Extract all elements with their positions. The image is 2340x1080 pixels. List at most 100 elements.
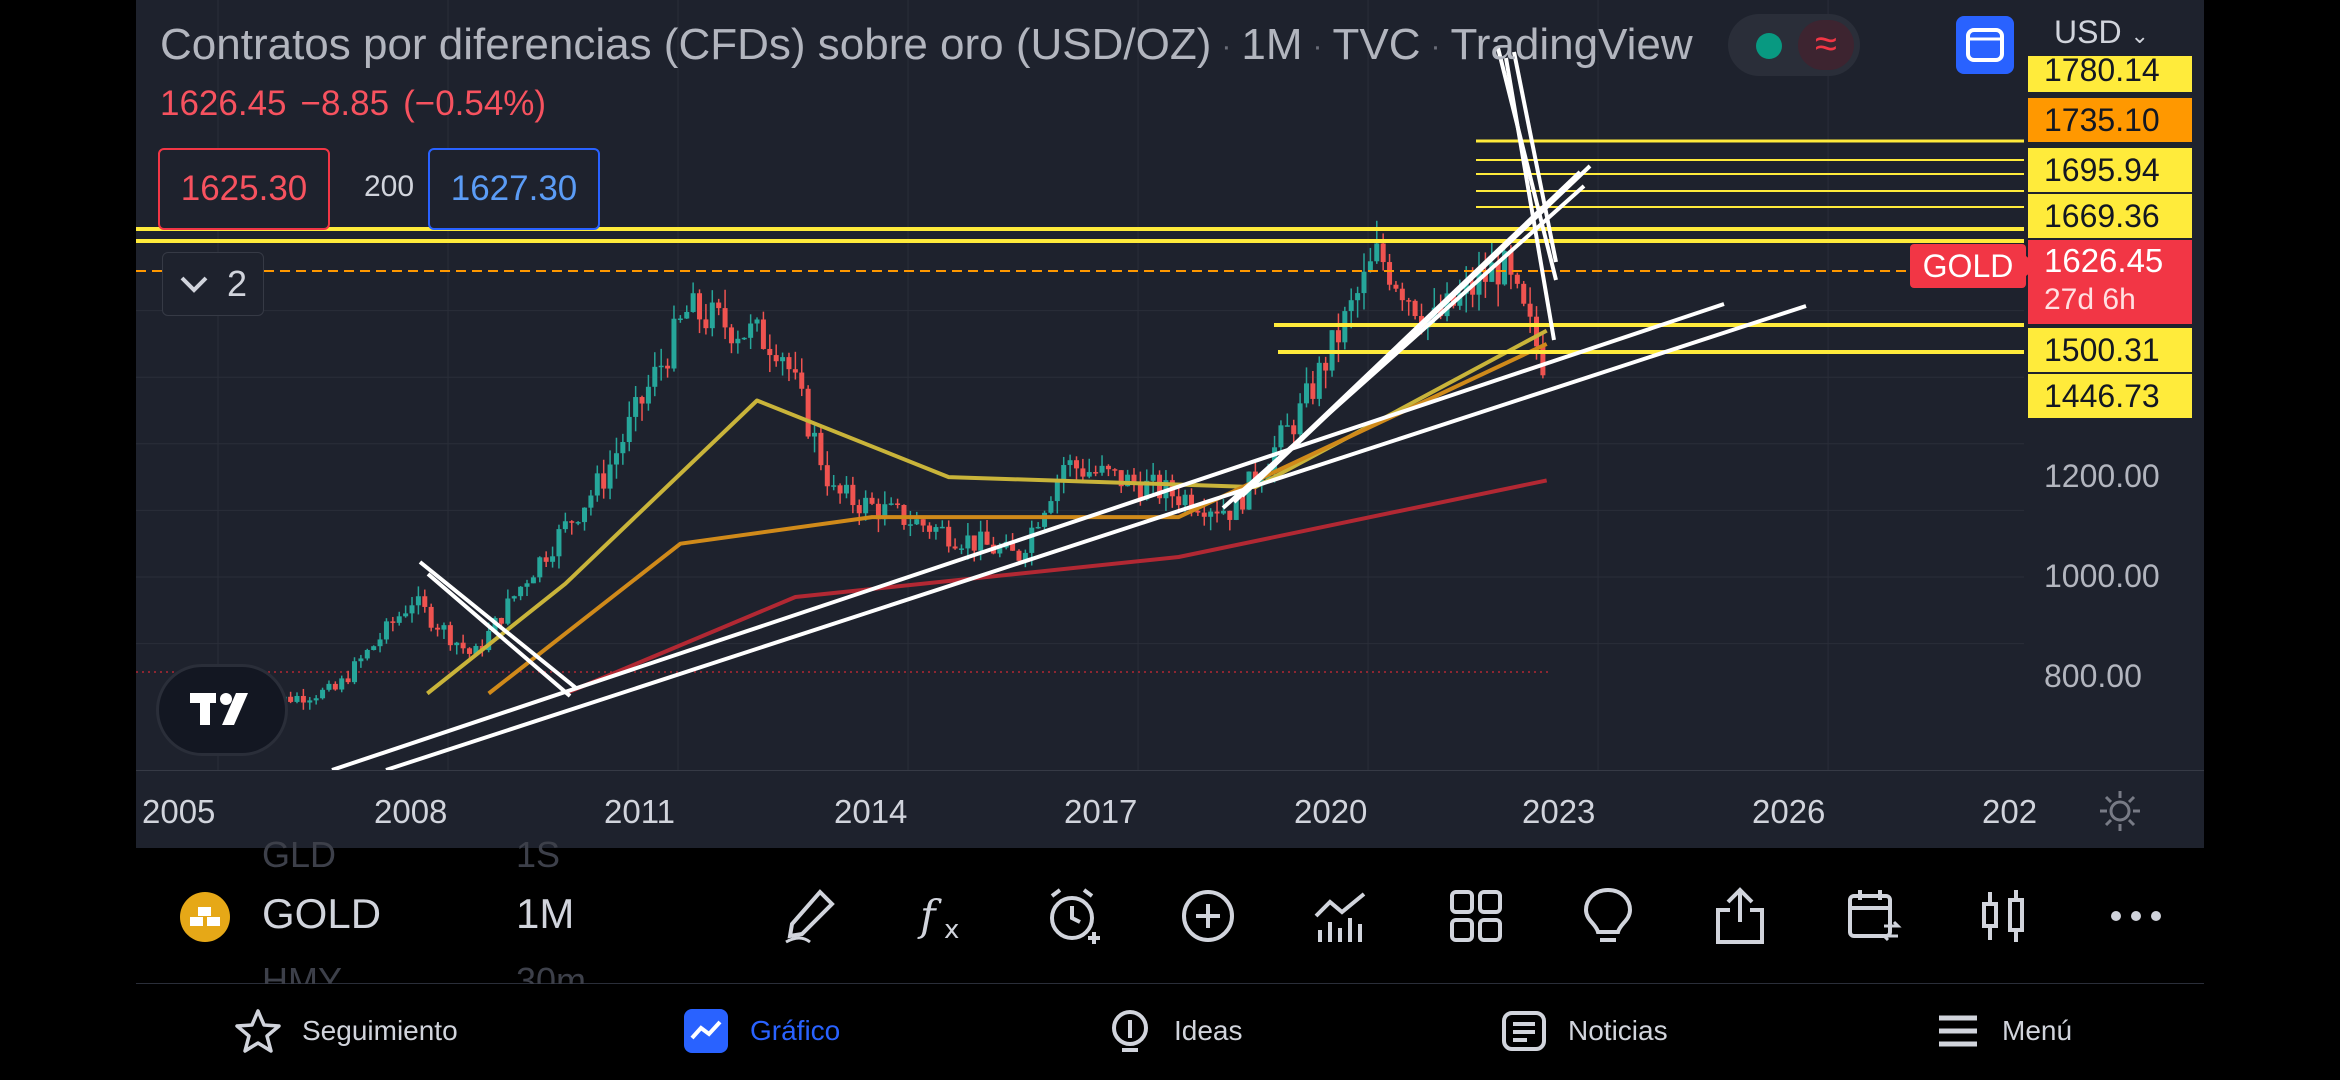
candle-body bbox=[965, 535, 971, 549]
candle-body bbox=[607, 464, 613, 489]
candle-body bbox=[805, 388, 811, 437]
candle-body bbox=[831, 485, 837, 487]
candle-body bbox=[703, 319, 709, 329]
prev-symbol[interactable]: GLD bbox=[262, 834, 337, 875]
nav-chart[interactable]: Gráfico bbox=[682, 1006, 840, 1056]
share-icon[interactable] bbox=[1708, 884, 1772, 948]
candle-body bbox=[550, 556, 556, 562]
nav-ideas[interactable]: Ideas bbox=[1106, 1006, 1243, 1056]
price-tick-label: 1000.00 bbox=[2044, 558, 2160, 594]
candle-body bbox=[594, 473, 600, 496]
candle-body bbox=[1150, 474, 1156, 481]
nav-menu[interactable]: Menú bbox=[1934, 1006, 2072, 1056]
candle-body bbox=[588, 495, 594, 508]
candle-body bbox=[1208, 511, 1214, 517]
buy-button[interactable]: 1627.30 bbox=[428, 148, 600, 230]
candle-body bbox=[486, 630, 492, 651]
moving-average-line bbox=[426, 328, 1548, 696]
candle-body bbox=[626, 416, 632, 443]
chart-area[interactable]: Contratos por diferencias (CFDs) sobre o… bbox=[136, 0, 2204, 848]
tradingview-logo[interactable] bbox=[156, 664, 288, 756]
candle-body bbox=[422, 596, 428, 607]
draw-icon[interactable] bbox=[778, 884, 842, 948]
candle-body bbox=[1355, 293, 1361, 301]
time-tick-label: 2008 bbox=[374, 793, 448, 830]
timeframe-selector[interactable]: 1M bbox=[516, 890, 575, 937]
chart-canvas[interactable] bbox=[136, 0, 2204, 848]
candle-body bbox=[390, 621, 396, 623]
candle-body bbox=[428, 606, 434, 628]
trendline bbox=[426, 572, 572, 698]
price-level-label: 1500.31 bbox=[2028, 328, 2192, 372]
candle-body bbox=[320, 689, 326, 699]
candle-body bbox=[1137, 483, 1143, 500]
candle-body bbox=[1093, 472, 1099, 474]
candle-body bbox=[1125, 474, 1131, 487]
candle-body bbox=[767, 348, 773, 356]
candle-body bbox=[601, 473, 607, 489]
alert-icon[interactable] bbox=[1042, 884, 1106, 948]
candle-icon[interactable] bbox=[1972, 884, 2036, 948]
fullscreen-button[interactable] bbox=[1956, 16, 2014, 74]
candle-body bbox=[1521, 283, 1527, 304]
candle-body bbox=[454, 642, 460, 646]
nav-ideas-label: Ideas bbox=[1174, 1015, 1243, 1046]
candle-body bbox=[952, 546, 958, 549]
add-icon[interactable] bbox=[1176, 884, 1240, 948]
candle-body bbox=[396, 616, 402, 623]
candle-body bbox=[760, 319, 766, 349]
ideas-bulb-icon[interactable] bbox=[1576, 884, 1640, 948]
chart-title-bar[interactable]: Contratos por diferencias (CFDs) sobre o… bbox=[160, 20, 1693, 69]
candle-body bbox=[460, 642, 466, 649]
news-icon bbox=[1500, 1007, 1548, 1055]
candle-body bbox=[1399, 288, 1405, 301]
candle-body bbox=[1195, 510, 1201, 513]
candle-body bbox=[1105, 465, 1111, 470]
candle-body bbox=[377, 639, 383, 647]
candle-body bbox=[716, 302, 722, 309]
chart-settings-icon[interactable] bbox=[2096, 787, 2144, 835]
candle-body bbox=[665, 365, 671, 369]
candle-body bbox=[537, 557, 543, 578]
nav-watchlist[interactable]: Seguimiento bbox=[234, 1006, 458, 1056]
replay-icon[interactable] bbox=[1842, 884, 1906, 948]
symbol-selector[interactable]: GOLD bbox=[262, 890, 382, 937]
price-level-label: 1669.36 bbox=[2028, 194, 2192, 238]
connection-toggle[interactable]: ≈ bbox=[1728, 14, 1860, 76]
time-axis[interactable]: 2005 2008 2011 2014 2017 2020 2023 2026 … bbox=[136, 770, 2204, 848]
indicators-count: 2 bbox=[226, 263, 248, 304]
more-icon[interactable] bbox=[2104, 884, 2168, 948]
candle-body bbox=[1035, 526, 1041, 529]
candle-body bbox=[1387, 262, 1393, 285]
chart-type-icon[interactable] bbox=[1310, 884, 1374, 948]
trendline bbox=[1504, 57, 1556, 341]
candle-body bbox=[447, 625, 453, 646]
nav-news[interactable]: Noticias bbox=[1500, 1006, 1668, 1056]
candle-body bbox=[818, 432, 824, 466]
candle-body bbox=[1450, 293, 1456, 306]
tradingview-logo-icon bbox=[190, 693, 248, 725]
layout-icon[interactable] bbox=[1444, 884, 1508, 948]
symbol-tag: GOLD bbox=[1910, 244, 2038, 288]
prev-timeframe: 1S bbox=[516, 834, 561, 875]
moving-average-line bbox=[564, 478, 1548, 696]
candle-body bbox=[1335, 330, 1341, 343]
status-dot-icon bbox=[1756, 33, 1782, 59]
candle-body bbox=[409, 605, 415, 614]
candle-body bbox=[1476, 271, 1482, 295]
currency-selector[interactable]: USD ⌄ bbox=[2054, 14, 2149, 51]
candle-body bbox=[907, 524, 913, 526]
candle-body bbox=[690, 293, 696, 312]
candle-body bbox=[843, 484, 849, 494]
candle-body bbox=[741, 337, 747, 340]
candle-body bbox=[1099, 465, 1105, 473]
indicators-toggle[interactable]: 2 bbox=[162, 252, 264, 316]
sell-button[interactable]: 1625.30 bbox=[158, 148, 330, 230]
trendline bbox=[385, 304, 1807, 772]
candle-body bbox=[677, 318, 683, 321]
candle-body bbox=[786, 357, 792, 370]
candle-body bbox=[1291, 425, 1297, 435]
price-change-pct: (−0.54%) bbox=[403, 84, 547, 123]
